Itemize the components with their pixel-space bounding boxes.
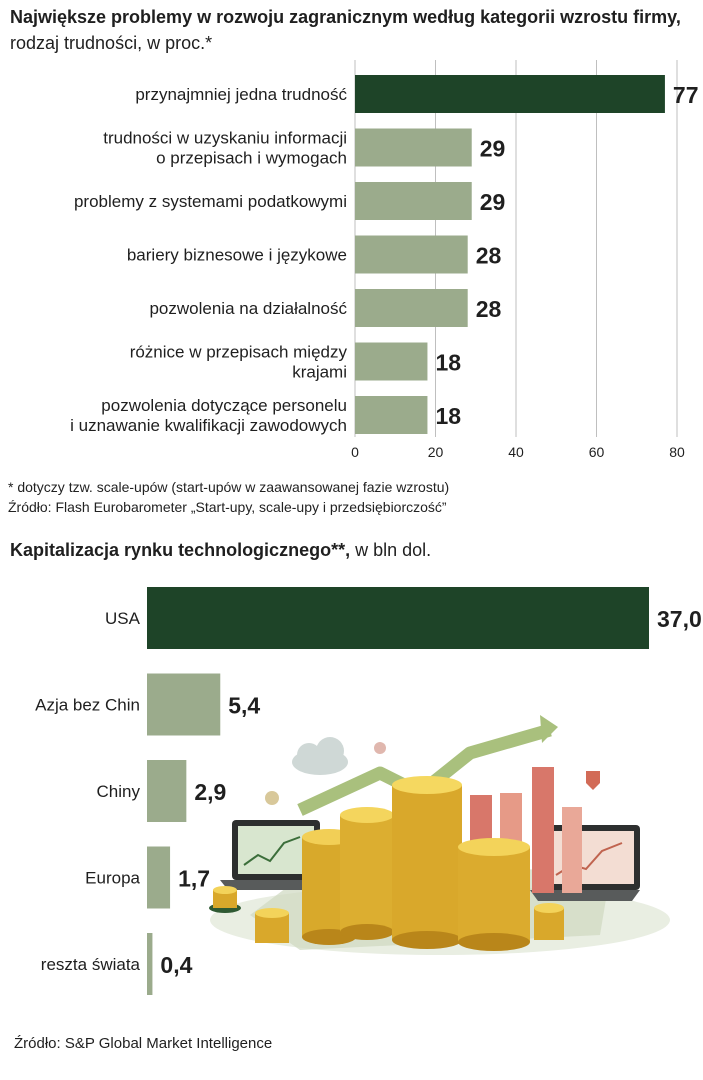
category-label: Europa bbox=[85, 869, 140, 888]
category-label: trudności w uzyskaniu informacji bbox=[103, 129, 347, 148]
chart2-title: Kapitalizacja rynku technologicznego**, … bbox=[10, 537, 431, 563]
category-label: i uznawanie kwalifikacji zawodowych bbox=[70, 416, 347, 435]
bar bbox=[355, 75, 665, 113]
bar-value-label: 0,4 bbox=[160, 952, 192, 978]
bar-value-label: 28 bbox=[476, 296, 502, 322]
bar bbox=[355, 396, 428, 434]
bar bbox=[355, 182, 472, 220]
bar bbox=[147, 933, 153, 995]
bar-value-label: 77 bbox=[673, 82, 699, 108]
chart2-title-bold: Kapitalizacja rynku technologicznego**, bbox=[10, 540, 351, 560]
bar-value-label: 18 bbox=[435, 403, 461, 429]
bar bbox=[147, 760, 187, 822]
chart1-title-bold: Największe problemy w rozwoju zagraniczn… bbox=[10, 7, 681, 27]
chart1-title-rest: rodzaj trudności, w proc.* bbox=[10, 33, 213, 53]
chart2-source: Źródło: S&P Global Market Intelligence bbox=[14, 1035, 273, 1052]
bar-value-label: 5,4 bbox=[228, 693, 260, 719]
x-tick-label: 40 bbox=[508, 444, 524, 460]
category-label: pozwolenia na działalność bbox=[149, 299, 347, 318]
category-label: pozwolenia dotyczące personelu bbox=[101, 396, 347, 415]
x-tick-label: 60 bbox=[589, 444, 605, 460]
x-tick-label: 20 bbox=[428, 444, 444, 460]
bar bbox=[355, 342, 428, 381]
category-label: reszta świata bbox=[41, 955, 141, 974]
bar bbox=[355, 235, 468, 274]
bar bbox=[147, 846, 171, 909]
bar-value-label: 29 bbox=[480, 189, 506, 215]
bar bbox=[147, 673, 221, 736]
category-label: o przepisach i wymogach bbox=[156, 149, 347, 168]
chart1-problems-bar-chart: 0 20 40 60 80 77 przynajmniej jedna trudność 29… bbox=[70, 60, 699, 460]
chart1-footnote: * dotyczy tzw. scale-upów (start-upów w … bbox=[8, 479, 450, 495]
bar bbox=[355, 289, 468, 327]
category-label: bariery biznesowe i językowe bbox=[127, 246, 347, 265]
category-label: Chiny bbox=[97, 782, 141, 801]
bar-value-label: 29 bbox=[480, 136, 506, 162]
category-label: przynajmniej jedna trudność bbox=[135, 85, 347, 104]
chart1-source: Źródło: Flash Eurobarometer „Start-upy, … bbox=[8, 499, 447, 515]
bar bbox=[355, 128, 472, 167]
bar-value-label: 1,7 bbox=[178, 866, 210, 892]
bar-value-label: 28 bbox=[476, 243, 502, 269]
category-label: problemy z systemami podatkowymi bbox=[74, 192, 347, 211]
chart1-title: Największe problemy w rozwoju zagraniczn… bbox=[10, 4, 700, 56]
bar bbox=[147, 587, 649, 649]
chart2-title-rest: w bln dol. bbox=[350, 540, 432, 560]
category-label: różnice w przepisach między bbox=[130, 343, 348, 362]
chart2-market-cap-bar-chart: 37,0 USA 5,4 Azja bez Chin 2,9 Chiny 1,7 Europa… bbox=[35, 587, 702, 995]
bar-value-label: 2,9 bbox=[194, 779, 226, 805]
bar-value-label: 37,0 bbox=[657, 606, 702, 632]
x-tick-label: 0 bbox=[351, 444, 359, 460]
category-label: USA bbox=[105, 609, 141, 628]
x-tick-label: 80 bbox=[669, 444, 685, 460]
category-label: krajami bbox=[292, 363, 347, 382]
coins-and-growth-chart-illustration bbox=[209, 715, 670, 955]
bar-value-label: 18 bbox=[435, 350, 461, 376]
category-label: Azja bez Chin bbox=[35, 696, 140, 715]
